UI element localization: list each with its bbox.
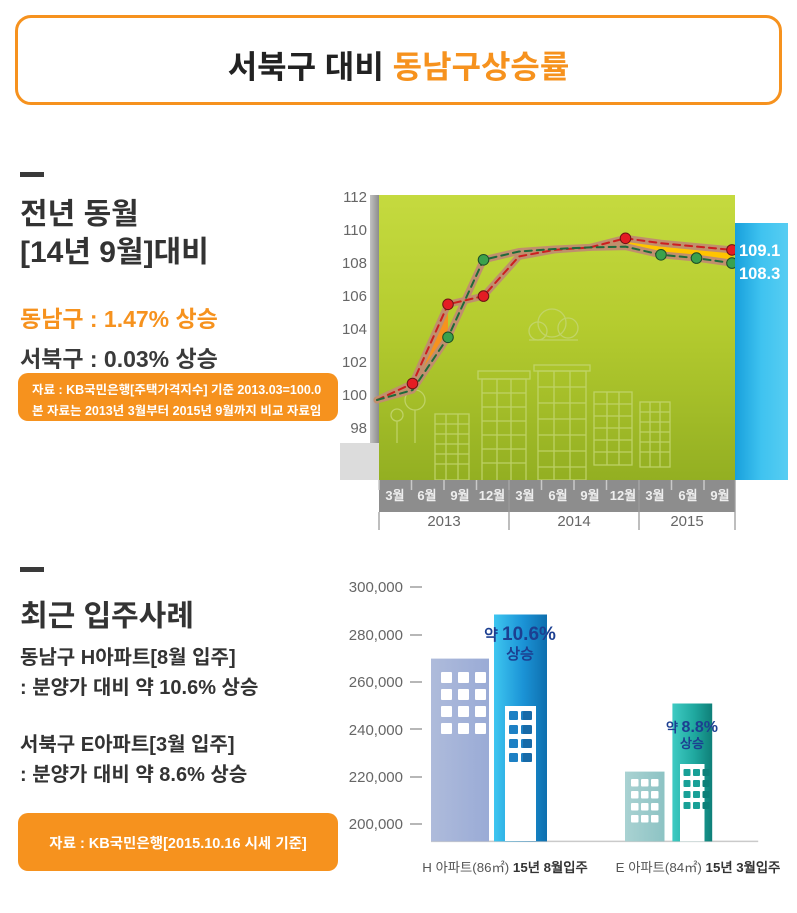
svg-text:98: 98 [350, 420, 367, 437]
svg-text:6월: 6월 [417, 488, 436, 503]
svg-text:280,000: 280,000 [349, 627, 403, 644]
svg-text:E 아파트(84㎡) 15년 3월입주: E 아파트(84㎡) 15년 3월입주 [616, 859, 781, 875]
svg-text:108: 108 [342, 255, 367, 272]
svg-text:240,000: 240,000 [349, 722, 403, 739]
svg-text:2014: 2014 [557, 513, 590, 530]
svg-text:3월: 3월 [515, 488, 534, 503]
svg-text:6월: 6월 [548, 488, 567, 503]
svg-text:300,000: 300,000 [349, 579, 403, 596]
svg-text:260,000: 260,000 [349, 674, 403, 691]
svg-text:6월: 6월 [678, 488, 697, 503]
svg-text:110: 110 [343, 222, 367, 239]
svg-text:상승: 상승 [680, 736, 704, 751]
svg-text:9월: 9월 [580, 488, 599, 503]
svg-text:9월: 9월 [710, 488, 729, 503]
svg-text:H 아파트(86㎡) 15년 8월입주: H 아파트(86㎡) 15년 8월입주 [422, 859, 587, 875]
svg-text:108.3: 108.3 [739, 265, 780, 283]
svg-text:102: 102 [342, 354, 367, 371]
svg-text:2015: 2015 [670, 513, 703, 530]
svg-text:12월: 12월 [610, 488, 636, 503]
svg-text:104: 104 [342, 321, 367, 338]
svg-text:220,000: 220,000 [349, 769, 403, 786]
svg-text:106: 106 [342, 288, 367, 305]
svg-text:3월: 3월 [385, 488, 404, 503]
svg-text:약 10.6%: 약 10.6% [484, 624, 556, 645]
svg-text:약 8.8%: 약 8.8% [666, 719, 718, 736]
svg-text:100: 100 [342, 387, 367, 404]
svg-text:12월: 12월 [479, 488, 505, 503]
svg-text:200,000: 200,000 [349, 816, 403, 833]
svg-text:112: 112 [343, 189, 367, 206]
svg-text:109.1: 109.1 [739, 242, 780, 260]
svg-text:2013: 2013 [427, 513, 460, 530]
svg-text:3월: 3월 [645, 488, 664, 503]
svg-text:상승: 상승 [506, 646, 534, 663]
svg-text:9월: 9월 [450, 488, 469, 503]
